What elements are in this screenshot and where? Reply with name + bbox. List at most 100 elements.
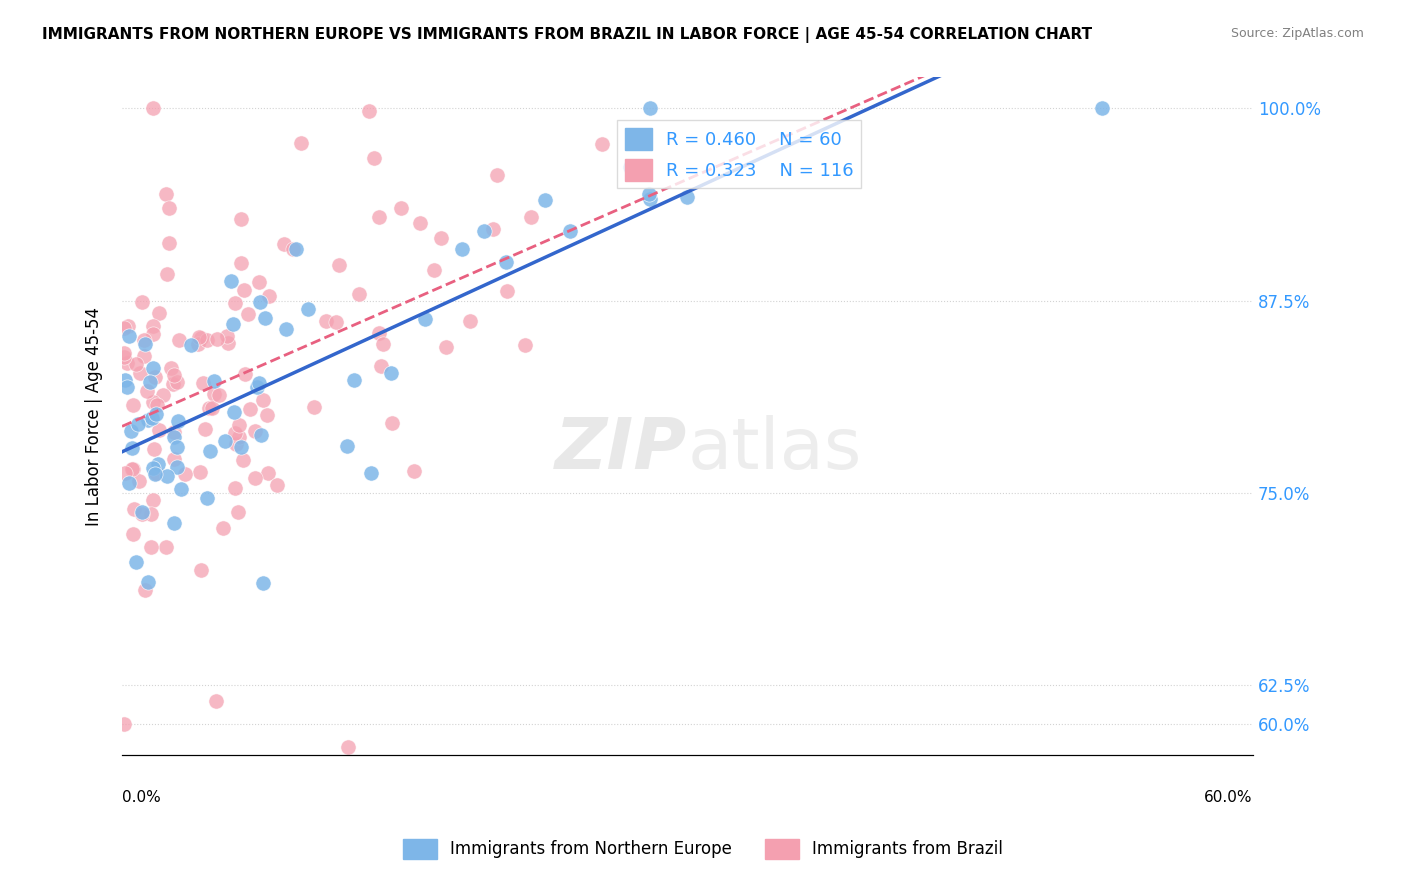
- Point: [180, 337, 202, 351]
- Point: [188, 465, 211, 479]
- Point: [434, 340, 457, 354]
- Point: [112, 350, 135, 364]
- Point: [193, 376, 215, 390]
- Text: ZIP: ZIP: [555, 416, 688, 484]
- Point: [560, 224, 582, 238]
- Legend: Immigrants from Northern Europe, Immigrants from Brazil: Immigrants from Northern Europe, Immigra…: [396, 832, 1010, 866]
- Point: [117, 380, 139, 394]
- Point: [370, 359, 392, 374]
- Point: [139, 375, 162, 389]
- Point: [195, 491, 218, 505]
- Point: [112, 346, 135, 360]
- Point: [205, 332, 228, 346]
- Point: [125, 555, 148, 569]
- Point: [122, 527, 145, 541]
- Point: [228, 418, 250, 433]
- Point: [198, 444, 221, 458]
- Legend: R = 0.460    N = 60, R = 0.323    N = 116: R = 0.460 N = 60, R = 0.323 N = 116: [617, 120, 860, 188]
- Point: [259, 289, 281, 303]
- Point: [142, 461, 165, 475]
- Point: [128, 366, 150, 380]
- Point: [423, 263, 446, 277]
- Point: [118, 329, 141, 343]
- Point: [224, 405, 246, 419]
- Point: [302, 400, 325, 414]
- Point: [274, 322, 297, 336]
- Point: [131, 507, 153, 521]
- Point: [167, 333, 190, 347]
- Point: [482, 222, 505, 236]
- Point: [450, 242, 472, 256]
- Point: [174, 467, 197, 482]
- Point: [136, 574, 159, 589]
- Point: [231, 212, 253, 227]
- Point: [194, 422, 217, 436]
- Point: [337, 739, 360, 754]
- Point: [256, 408, 278, 422]
- Point: [225, 437, 247, 451]
- Point: [134, 582, 156, 597]
- Point: [297, 301, 319, 316]
- Point: [249, 294, 271, 309]
- Point: [243, 424, 266, 438]
- Point: [127, 417, 149, 432]
- Point: [363, 151, 385, 165]
- Point: [142, 493, 165, 508]
- Point: [404, 464, 426, 478]
- Point: [217, 329, 239, 343]
- Point: [157, 235, 180, 250]
- Point: [224, 481, 246, 495]
- Point: [187, 337, 209, 351]
- Point: [315, 313, 337, 327]
- Point: [349, 287, 371, 301]
- Point: [128, 474, 150, 488]
- Point: [159, 360, 181, 375]
- Point: [155, 186, 177, 201]
- Point: [155, 267, 177, 281]
- Point: [343, 373, 366, 387]
- Point: [202, 387, 225, 401]
- Point: [676, 190, 699, 204]
- Point: [205, 694, 228, 708]
- Point: [142, 318, 165, 333]
- Point: [141, 411, 163, 425]
- Point: [239, 402, 262, 417]
- Point: [591, 137, 613, 152]
- Point: [430, 231, 453, 245]
- Point: [152, 388, 174, 402]
- Point: [389, 201, 412, 215]
- Point: [249, 376, 271, 390]
- Point: [495, 255, 517, 269]
- Point: [236, 307, 259, 321]
- Point: [233, 367, 256, 381]
- Text: atlas: atlas: [688, 416, 862, 484]
- Point: [124, 357, 146, 371]
- Point: [515, 337, 537, 351]
- Point: [143, 467, 166, 482]
- Point: [381, 416, 404, 430]
- Point: [121, 441, 143, 455]
- Point: [163, 368, 186, 382]
- Point: [170, 482, 193, 496]
- Point: [118, 476, 141, 491]
- Point: [198, 401, 221, 415]
- Point: [232, 452, 254, 467]
- Point: [247, 275, 270, 289]
- Point: [139, 507, 162, 521]
- Point: [148, 306, 170, 320]
- Point: [187, 330, 209, 344]
- Point: [157, 201, 180, 215]
- Point: [134, 336, 156, 351]
- Point: [132, 333, 155, 347]
- Point: [284, 242, 307, 256]
- Point: [257, 466, 280, 480]
- Point: [371, 336, 394, 351]
- Point: [273, 237, 295, 252]
- Point: [637, 187, 659, 202]
- Point: [115, 356, 138, 370]
- Point: [252, 392, 274, 407]
- Point: [519, 210, 541, 224]
- Point: [638, 192, 661, 206]
- Point: [212, 521, 235, 535]
- Point: [162, 376, 184, 391]
